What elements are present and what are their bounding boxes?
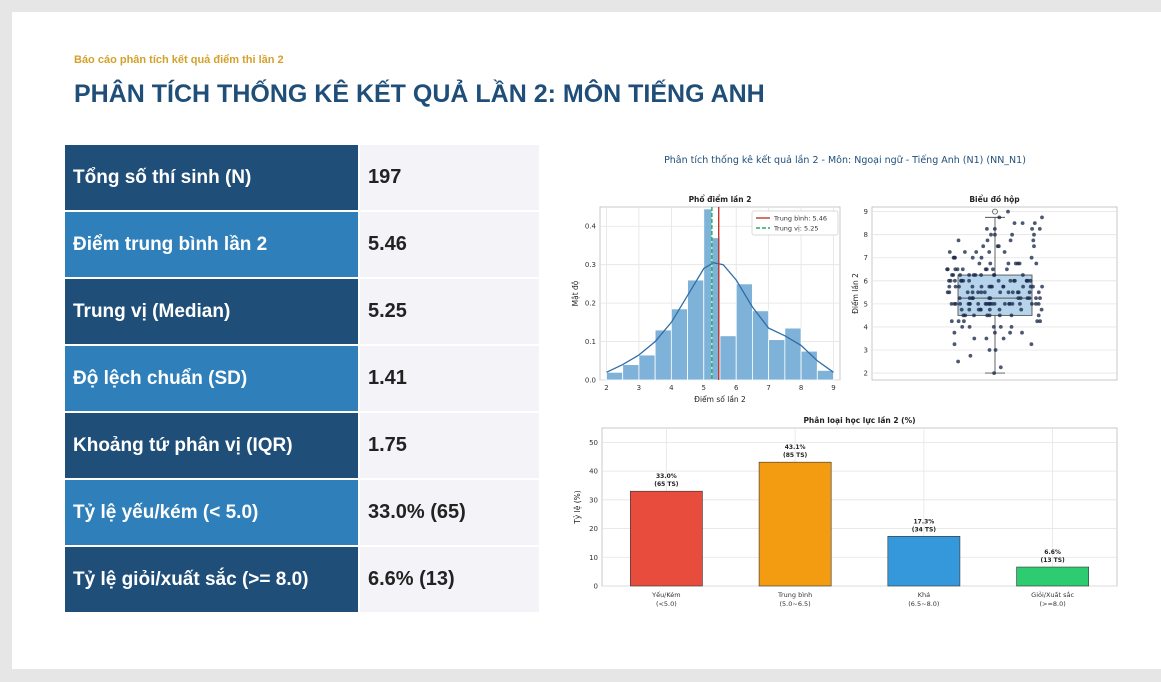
stat-value: 6.6% (13) (360, 547, 539, 612)
stat-label: Tỷ lệ yếu/kém (< 5.0) (65, 480, 358, 545)
stat-label: Trung vị (Median) (65, 279, 358, 344)
stat-label: Tổng số thí sinh (N) (65, 145, 358, 210)
stats-table: Tổng số thí sinh (N) 197 Điểm trung bình… (65, 145, 539, 614)
stat-row-median: Trung vị (Median) 5.25 (65, 279, 539, 344)
stat-value: 197 (360, 145, 539, 210)
stat-label: Tỷ lệ giỏi/xuất sắc (>= 8.0) (65, 547, 358, 612)
stat-label: Khoảng tứ phân vị (IQR) (65, 413, 358, 478)
page-title: PHÂN TÍCH THỐNG KÊ KẾT QUẢ LẦN 2: MÔN TI… (74, 80, 765, 108)
stat-label: Độ lệch chuẩn (SD) (65, 346, 358, 411)
stat-row-mean: Điểm trung bình lần 2 5.46 (65, 212, 539, 277)
report-subtitle: Báo cáo phân tích kết quả điểm thi lần 2 (74, 54, 284, 66)
stat-row-excellent: Tỷ lệ giỏi/xuất sắc (>= 8.0) 6.6% (13) (65, 547, 539, 612)
stat-row-iqr: Khoảng tứ phân vị (IQR) 1.75 (65, 413, 539, 478)
stat-row-weak: Tỷ lệ yếu/kém (< 5.0) 33.0% (65) (65, 480, 539, 545)
stat-label: Điểm trung bình lần 2 (65, 212, 358, 277)
stat-value: 1.41 (360, 346, 539, 411)
stat-value: 33.0% (65) (360, 480, 539, 545)
stat-row-count: Tổng số thí sinh (N) 197 (65, 145, 539, 210)
stat-value: 1.75 (360, 413, 539, 478)
stat-value: 5.46 (360, 212, 539, 277)
stat-row-sd: Độ lệch chuẩn (SD) 1.41 (65, 346, 539, 411)
stat-value: 5.25 (360, 279, 539, 344)
